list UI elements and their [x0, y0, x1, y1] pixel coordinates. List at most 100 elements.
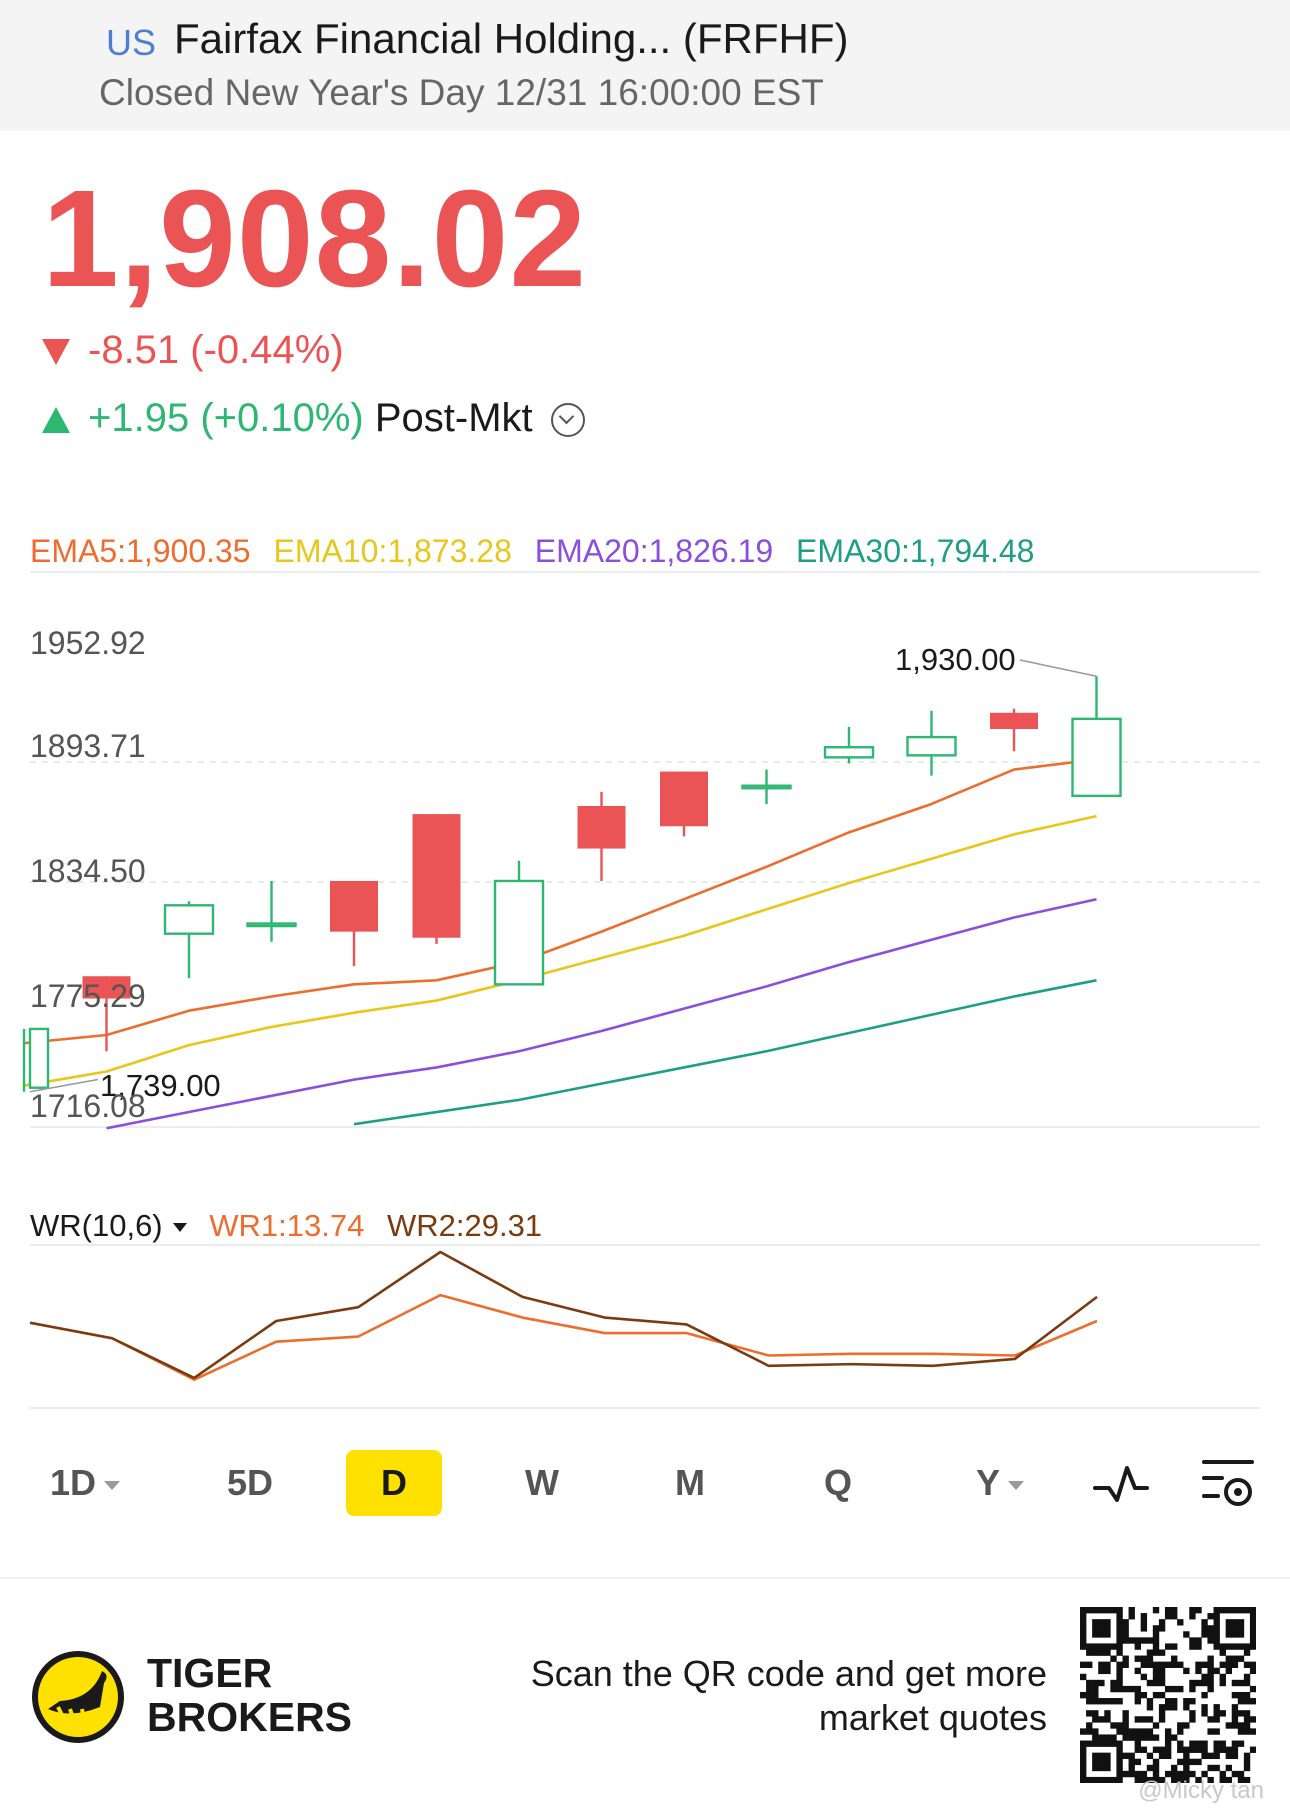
qr-module [1213, 1613, 1220, 1620]
tab-w[interactable]: W [525, 1462, 559, 1503]
qr-module [1098, 1625, 1105, 1632]
tab-1d[interactable]: 1D [40, 1450, 130, 1516]
qr-module [1207, 1625, 1214, 1632]
qr-module [1092, 1728, 1099, 1735]
day-change: -8.51 (-0.44%) [88, 328, 344, 372]
qr-module [1164, 1752, 1172, 1760]
qr-module [1231, 1770, 1239, 1778]
qr-module [1128, 1607, 1135, 1614]
qr-module [1122, 1728, 1129, 1735]
qr-module [1207, 1661, 1214, 1668]
qr-module [1086, 1643, 1093, 1650]
candle-body [741, 784, 792, 790]
qr-module [1146, 1752, 1154, 1760]
qr-module [1249, 1637, 1256, 1644]
qr-module [1249, 1625, 1256, 1632]
qr-module [1183, 1770, 1190, 1778]
qr-module [1177, 1685, 1184, 1693]
tab-m[interactable]: M [675, 1462, 705, 1503]
qr-module [1237, 1655, 1245, 1662]
wr-chart[interactable] [0, 1240, 1290, 1420]
qr-module [1231, 1740, 1239, 1747]
tab-y[interactable]: Y [955, 1450, 1045, 1516]
qr-module [1249, 1685, 1256, 1693]
qr-module [1201, 1673, 1208, 1681]
qr-module [1231, 1643, 1239, 1650]
qr-module [1249, 1728, 1256, 1735]
y-tick-label: 1834.50 [30, 853, 146, 889]
qr-module [1249, 1619, 1256, 1626]
indicator-icon[interactable] [1093, 1460, 1149, 1508]
chart-settings-icon[interactable] [1200, 1456, 1258, 1512]
qr-module [1189, 1758, 1196, 1766]
qr-module [1201, 1710, 1208, 1717]
qr-module [1116, 1661, 1123, 1668]
qr-module [1213, 1643, 1220, 1650]
qr-module [1201, 1619, 1208, 1626]
qr-module [1183, 1752, 1190, 1760]
high-annotation: 1,930.00 [895, 642, 1016, 677]
qr-module [1225, 1619, 1233, 1626]
qr-module [1249, 1643, 1256, 1650]
qr-module [1213, 1764, 1220, 1772]
qr-module [1086, 1649, 1093, 1656]
qr-module [1080, 1764, 1087, 1772]
qr-module [1116, 1631, 1123, 1638]
qr-module [1171, 1607, 1178, 1614]
qr-module [1189, 1613, 1196, 1620]
qr-module [1231, 1752, 1239, 1760]
qr-module [1146, 1764, 1154, 1772]
qr-module [1092, 1625, 1099, 1632]
qr-module [1243, 1673, 1251, 1681]
caret-down-icon[interactable] [172, 1223, 187, 1233]
ema-line [353, 979, 1097, 1126]
qr-module [1237, 1679, 1245, 1687]
qr-module [1158, 1673, 1166, 1681]
qr-module [1134, 1655, 1141, 1662]
qr-module [1110, 1643, 1117, 1650]
qr-module [1243, 1710, 1251, 1717]
y-tick-label: 1952.92 [30, 625, 146, 661]
tab-d[interactable]: D [346, 1450, 442, 1516]
qr-module [1164, 1734, 1172, 1741]
caret-down-icon [104, 1480, 121, 1490]
qr-module [1249, 1607, 1256, 1614]
qr-module [1122, 1619, 1129, 1626]
qr-module [1158, 1710, 1166, 1717]
qr-module [1152, 1631, 1160, 1638]
qr-module [1134, 1667, 1141, 1675]
qr-module [1213, 1667, 1220, 1675]
qr-module [1140, 1691, 1148, 1699]
qr-module [1171, 1764, 1178, 1772]
qr-module [1164, 1770, 1172, 1778]
qr-module [1195, 1637, 1202, 1644]
qr-module [1092, 1740, 1099, 1747]
wr-indicator-label[interactable]: WR(10,6) [30, 1208, 163, 1243]
qr-module [1092, 1619, 1099, 1626]
last-price: 1,908.02 [42, 162, 588, 316]
qr-module [1092, 1691, 1099, 1699]
qr-module [1231, 1746, 1239, 1753]
qr-code[interactable] [1080, 1607, 1256, 1783]
qr-module [1225, 1667, 1233, 1675]
chevron-down-icon[interactable] [550, 403, 585, 438]
price-chart[interactable]: 1,930.00 1,739.00 [0, 570, 1290, 1130]
candle-body [906, 735, 957, 757]
qr-module [1231, 1722, 1239, 1729]
qr-module [1195, 1746, 1202, 1753]
tab-5d[interactable]: 5D [226, 1462, 274, 1503]
qr-module [1092, 1764, 1099, 1772]
ema-line [106, 897, 1097, 1130]
qr-module [1134, 1691, 1141, 1699]
wr-legend[interactable]: WR(10,6) WR1:13.74 WR2:29.31 [30, 1208, 542, 1244]
qr-module [1080, 1643, 1087, 1650]
qr-module [1080, 1770, 1087, 1778]
qr-module [1128, 1764, 1135, 1772]
qr-module [1146, 1649, 1154, 1656]
tab-q[interactable]: Q [823, 1462, 852, 1503]
post-market-row[interactable]: +1.95 (+0.10%) Post-Mkt [42, 396, 585, 441]
qr-module [1237, 1740, 1245, 1747]
qr-module [1140, 1625, 1148, 1632]
qr-module [1158, 1649, 1166, 1656]
qr-module [1110, 1607, 1117, 1614]
